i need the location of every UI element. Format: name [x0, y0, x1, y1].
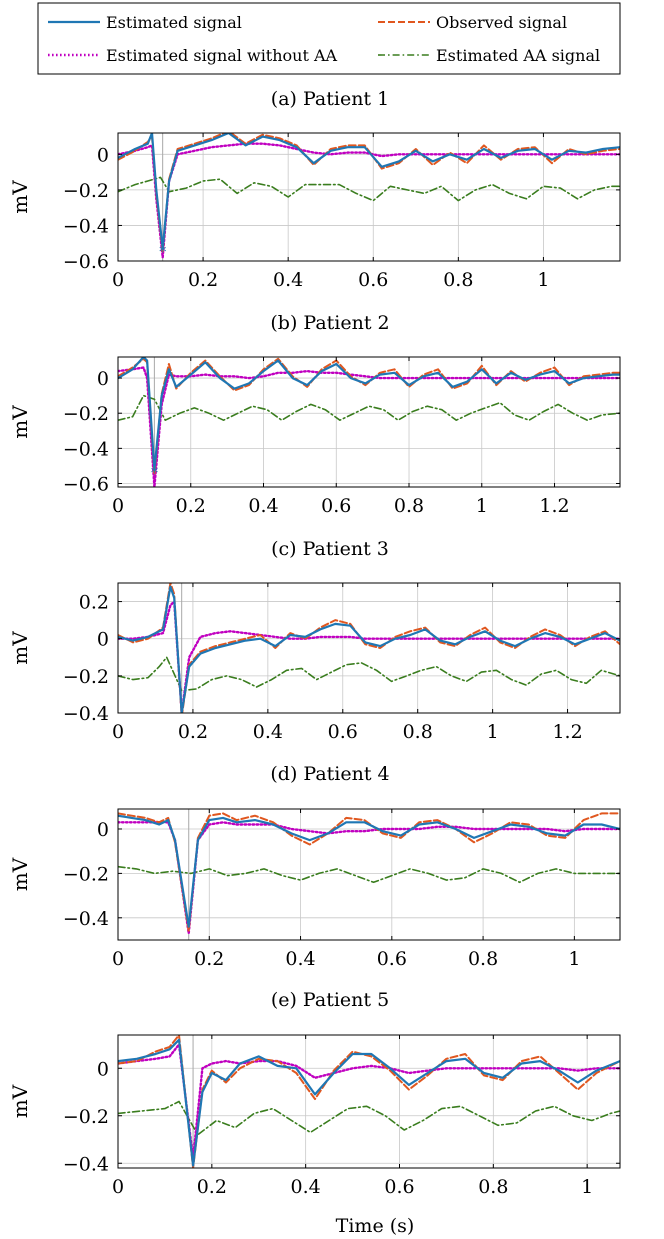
y-tick-label: −0.4	[63, 703, 109, 725]
plot-frame	[117, 1034, 621, 1169]
x-tick-label: 0	[112, 495, 124, 517]
y-tick-label: −0.4	[63, 908, 109, 930]
x-tick-label: 0.2	[188, 269, 218, 291]
x-tick-label: 0.4	[291, 1176, 321, 1198]
x-tick-label: 0.2	[194, 948, 224, 970]
x-tick-label: 0	[112, 1176, 124, 1198]
series-line-observed-signal	[118, 583, 620, 713]
x-tick-label: 0.2	[178, 721, 208, 743]
y-tick-label: −0.2	[63, 666, 109, 688]
y-tick-label: −0.2	[63, 1106, 109, 1128]
chart-panel-patient-5: 0 0.2 0.4 0.6 0.8 1 0 −0.2 −0.4 mV	[8, 1034, 621, 1198]
legend-label-estimated: Estimated signal	[106, 13, 242, 32]
x-tick-label: 1	[476, 495, 488, 517]
y-axis-label: mV	[8, 405, 32, 439]
x-tick-label: 1.2	[539, 495, 569, 517]
x-tick-label: 0.2	[197, 1176, 227, 1198]
caption-patient-4: (d) Patient 4	[270, 763, 389, 785]
series-line-aa-signal	[118, 1100, 620, 1136]
caption-patient-5: (e) Patient 5	[271, 989, 389, 1011]
x-tick-label: 0	[112, 721, 124, 743]
y-axis-label: mV	[8, 1084, 32, 1118]
x-tick-label: 1	[581, 1176, 593, 1198]
series-line-aa-signal	[118, 865, 620, 884]
x-tick-label: 0.4	[273, 269, 303, 291]
x-tick-label: 0.4	[253, 721, 283, 743]
plot-frame	[117, 808, 621, 941]
legend-label-without-aa: Estimated signal without AA	[106, 46, 338, 65]
x-tick-label: 1.2	[552, 721, 582, 743]
chart-panel-patient-3: 0 0.2 0.4 0.6 0.8 1 1.2 0.2 0 −0.2 −0.4 mV	[8, 582, 621, 743]
x-tick-label: 0	[112, 269, 124, 291]
x-tick-label: 0.8	[468, 948, 498, 970]
x-tick-label: 0.2	[176, 495, 206, 517]
x-tick-label: 1	[487, 721, 499, 743]
series-line-estimated-signal	[118, 585, 620, 713]
y-tick-label: 0	[97, 144, 109, 166]
legend-label-aa: Estimated AA signal	[436, 46, 600, 65]
x-tick-label: 1	[537, 269, 549, 291]
x-tick-label: 0.4	[248, 495, 278, 517]
x-tick-label: 0.8	[478, 1176, 508, 1198]
caption-patient-1: (a) Patient 1	[271, 88, 389, 110]
x-tick-label: 0.6	[358, 269, 388, 291]
y-tick-label: −0.6	[63, 473, 109, 495]
legend: Estimated signal Observed signal Estimat…	[37, 2, 621, 75]
series-line-estimated-signal	[118, 133, 620, 250]
y-tick-label: −0.4	[63, 1153, 109, 1175]
series-line-estimated-signal	[118, 1038, 620, 1167]
chart-panel-patient-1: ∗ 0 0.2 0.4 0.6 0.8 1 0 −0.2 −0.4 −0.6 mV	[8, 132, 621, 291]
x-tick-label: 0.8	[443, 269, 473, 291]
minimum-marker: ∗	[158, 242, 168, 258]
series-line-aa-signal	[118, 176, 620, 202]
plot-frame	[117, 582, 621, 714]
y-tick-label: −0.2	[63, 403, 109, 425]
y-tick-label: 0	[97, 819, 109, 841]
series-line-aa-signal	[118, 656, 620, 692]
y-axis-label: mV	[8, 857, 32, 891]
x-tick-label: 1	[568, 948, 580, 970]
y-tick-label: 0	[97, 368, 109, 390]
y-axis-label: mV	[8, 631, 32, 665]
chart-panel-patient-4: 0 0.2 0.4 0.6 0.8 1 0 −0.2 −0.4 mV	[8, 808, 621, 970]
plot-frame	[117, 132, 621, 262]
y-tick-label: −0.2	[63, 863, 109, 885]
y-tick-label: −0.4	[63, 215, 109, 237]
x-tick-label: 0.4	[285, 948, 315, 970]
y-axis-label: mV	[8, 180, 32, 214]
y-tick-label: 0	[97, 1058, 109, 1080]
series-line-without-aa-signal	[118, 366, 620, 487]
caption-patient-3: (c) Patient 3	[271, 538, 389, 560]
series-line-observed-signal	[118, 133, 620, 254]
series-line-estimated-signal	[118, 357, 620, 471]
minimum-marker: ∗	[150, 462, 160, 478]
series-line-aa-signal	[118, 394, 620, 422]
x-tick-label: 0.6	[384, 1176, 414, 1198]
x-tick-label: 0.6	[377, 948, 407, 970]
caption-patient-2: (b) Patient 2	[270, 312, 389, 334]
x-tick-label: 0	[112, 948, 124, 970]
y-tick-label: −0.2	[63, 180, 109, 202]
y-tick-label: −0.6	[63, 251, 109, 273]
y-tick-label: −0.4	[63, 438, 109, 460]
x-tick-label: 0.6	[321, 495, 351, 517]
x-axis-label: Time (s)	[336, 1215, 415, 1237]
legend-frame	[37, 2, 621, 75]
y-tick-label: 0	[97, 629, 109, 651]
legend-label-observed: Observed signal	[436, 13, 567, 32]
x-tick-label: 0.8	[403, 721, 433, 743]
x-tick-label: 0.6	[328, 721, 358, 743]
plot-frame	[117, 356, 621, 488]
series-line-without-aa-signal	[118, 142, 620, 259]
chart-panel-patient-2: ∗ 0 0.2 0.4 0.6 0.8 1 1.2 0 −0.2 −0.4 −0.6 mV	[8, 356, 621, 517]
y-tick-label: 0.2	[79, 592, 109, 614]
x-tick-label: 0.8	[394, 495, 424, 517]
series-line-estimated-signal	[118, 814, 620, 928]
